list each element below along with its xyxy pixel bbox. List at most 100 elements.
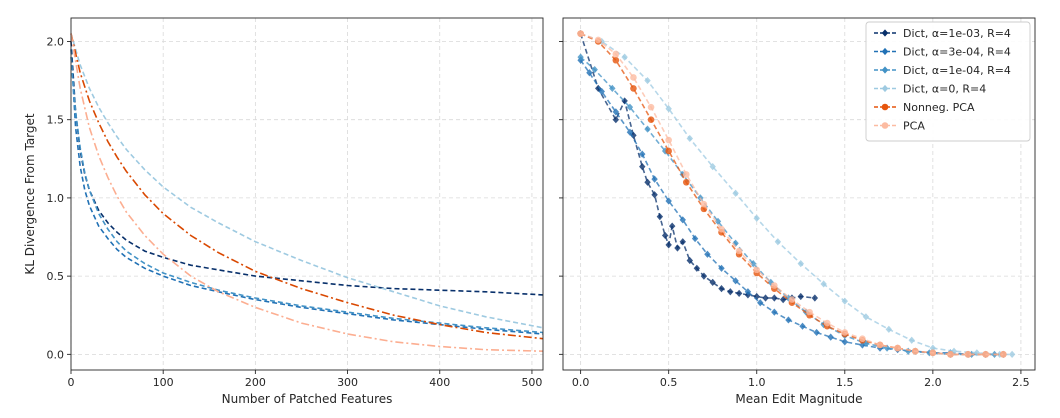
- data-point: [704, 250, 711, 258]
- x-tick-label: 1.0: [748, 376, 766, 389]
- legend-label: Dict, α=1e-03, R=4: [903, 27, 1011, 40]
- y-axis-label: KL Divergence From Target: [23, 113, 37, 275]
- legend-marker: [881, 103, 889, 111]
- x-axis-label: Mean Edit Magnitude: [735, 392, 862, 406]
- data-point: [651, 175, 658, 183]
- data-point: [665, 136, 672, 144]
- data-point: [813, 328, 820, 337]
- data-point: [929, 349, 937, 357]
- data-point: [647, 103, 655, 111]
- data-point: [806, 308, 813, 316]
- data-point: [577, 53, 584, 61]
- data-point: [727, 288, 734, 296]
- data-point: [644, 125, 651, 133]
- data-point: [779, 296, 787, 304]
- data-point: [665, 147, 672, 155]
- data-point: [744, 288, 752, 296]
- x-tick-label: 400: [429, 376, 450, 389]
- x-tick-label: 2.0: [924, 376, 942, 389]
- data-point: [621, 53, 628, 61]
- data-point: [612, 50, 620, 58]
- data-point: [904, 347, 912, 355]
- data-point: [577, 30, 584, 37]
- data-point: [982, 351, 989, 358]
- data-point: [799, 322, 806, 330]
- data-point: [621, 97, 628, 105]
- x-tick-label: 500: [521, 376, 542, 389]
- data-point: [771, 294, 778, 302]
- data-point: [811, 294, 819, 302]
- data-point: [686, 256, 694, 265]
- data-point: [609, 84, 616, 92]
- x-tick-label: 0.0: [572, 376, 590, 389]
- legend-label: PCA: [903, 120, 925, 133]
- legend-marker: [881, 66, 889, 74]
- data-point: [639, 163, 646, 171]
- x-axis-label: Number of Patched Features: [222, 392, 393, 406]
- data-point: [732, 277, 739, 285]
- data-point: [771, 282, 778, 289]
- data-point: [735, 289, 743, 297]
- data-point: [656, 213, 664, 221]
- y-tick-label: 2.0: [47, 35, 65, 48]
- data-point: [693, 264, 701, 272]
- data-point: [841, 329, 849, 336]
- data-point: [626, 128, 634, 136]
- legend-marker: [881, 84, 889, 93]
- data-point: [591, 66, 598, 74]
- series-line-1: [579, 59, 1004, 356]
- data-point: [753, 292, 760, 301]
- data-point: [709, 278, 716, 286]
- data-point: [644, 76, 651, 85]
- data-point: [753, 266, 761, 274]
- legend-label: Dict, α=3e-04, R=4: [903, 46, 1011, 59]
- data-point: [598, 87, 605, 96]
- x-tick-label: 2.5: [1012, 376, 1030, 389]
- x-tick-label: 0: [68, 376, 75, 389]
- data-point: [586, 69, 593, 77]
- data-point: [929, 344, 937, 352]
- data-point: [841, 338, 848, 346]
- data-point: [841, 297, 848, 305]
- legend-label: Dict, α=0, R=4: [903, 83, 986, 96]
- series-line-2: [70, 57, 544, 334]
- data-point: [661, 231, 669, 240]
- x-tick-label: 200: [245, 376, 266, 389]
- data-point: [950, 347, 958, 355]
- data-point: [691, 234, 699, 243]
- x-tick-label: 0.5: [660, 376, 678, 389]
- data-point: [762, 294, 769, 302]
- y-tick-label: 0.0: [47, 348, 65, 361]
- data-point: [665, 241, 672, 249]
- x-tick-label: 1.5: [836, 376, 854, 389]
- data-point: [885, 325, 893, 333]
- data-point: [639, 150, 646, 158]
- data-point: [862, 313, 870, 321]
- y-tick-label: 1.0: [47, 192, 65, 205]
- data-point: [1008, 350, 1016, 358]
- data-point: [964, 351, 972, 358]
- series-line-1: [70, 49, 544, 335]
- data-point: [682, 171, 690, 178]
- data-point: [973, 349, 981, 357]
- data-point: [823, 319, 831, 327]
- data-point: [750, 260, 757, 268]
- data-point: [785, 294, 792, 302]
- y-tick-label: 1.5: [47, 114, 65, 127]
- data-point: [612, 56, 620, 64]
- legend-marker: [881, 122, 889, 129]
- data-point: [630, 85, 637, 92]
- data-point: [894, 344, 901, 352]
- data-point: [911, 347, 919, 355]
- data-point: [788, 296, 796, 303]
- data-point: [908, 336, 915, 344]
- series-line-4: [70, 33, 544, 340]
- series-line-5: [70, 33, 544, 352]
- data-point: [665, 105, 672, 113]
- series-line-0: [579, 33, 815, 301]
- data-point: [598, 37, 605, 46]
- data-point: [682, 178, 690, 186]
- legend-marker: [881, 29, 889, 37]
- legend: Dict, α=1e-03, R=4 Dict, α=3e-04, R=4 Dict…: [865, 21, 1031, 142]
